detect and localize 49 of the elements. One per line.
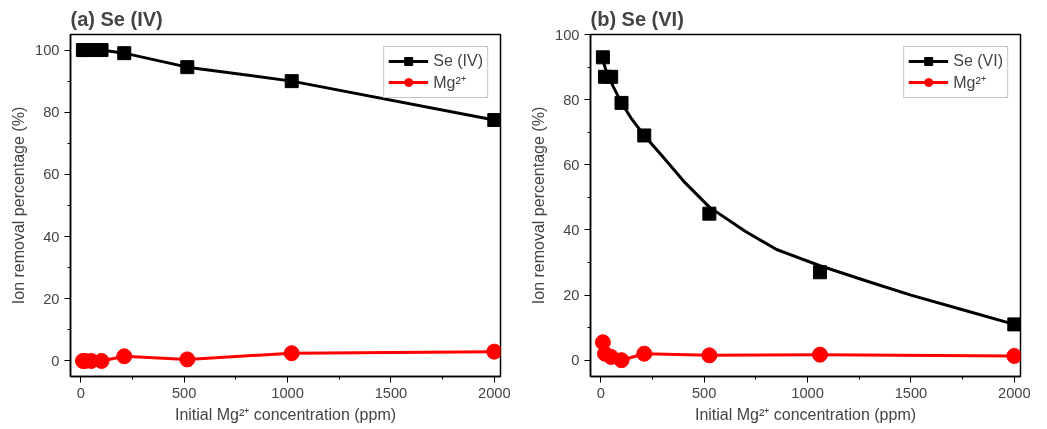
point <box>116 348 133 365</box>
y-tick-label: 40 <box>563 221 580 238</box>
point <box>486 343 501 360</box>
y-tick-label: 60 <box>43 166 60 183</box>
chart-title: (b) Se (VI) <box>590 7 684 30</box>
x-tick-label: 2000 <box>478 384 511 401</box>
point <box>613 352 630 369</box>
point <box>702 206 717 221</box>
chart-title: (a) Se (IV) <box>70 7 163 30</box>
x-tick-label: 500 <box>171 384 197 401</box>
y-tick-label: 20 <box>43 290 60 307</box>
x-tick-label: 500 <box>691 384 717 401</box>
y-tick-label: 100 <box>555 26 580 43</box>
point <box>283 345 300 362</box>
x-tick-label: 0 <box>76 384 85 401</box>
legend-label: Mg²⁺ <box>433 73 466 93</box>
point <box>487 113 501 127</box>
y-tick-label: 40 <box>43 228 60 245</box>
y-axis-title: Ion removal percentage (%) <box>530 106 548 305</box>
x-tick-label: 2000 <box>998 384 1031 401</box>
point <box>94 43 109 58</box>
x-tick-label: 1500 <box>374 384 408 401</box>
point <box>180 60 195 75</box>
x-tick-label: 1500 <box>894 384 928 401</box>
legend-label: Mg²⁺ <box>953 73 986 93</box>
point <box>1007 317 1021 332</box>
y-axis-title: Ion removal percentage (%) <box>10 106 28 305</box>
y-tick-label: 80 <box>563 91 580 108</box>
point <box>1006 347 1021 364</box>
point <box>701 347 718 364</box>
x-tick-label: 0 <box>596 384 605 401</box>
y-tick-label: 100 <box>35 42 60 59</box>
x-tick-label: 1000 <box>271 384 304 401</box>
legend-label: Se (IV) <box>433 52 483 70</box>
x-axis-title: Initial Mg²⁺ concentration (ppm) <box>694 405 917 423</box>
legend-label: Se (VI) <box>953 52 1003 70</box>
point <box>284 74 299 89</box>
point <box>811 346 828 363</box>
point <box>595 50 610 65</box>
x-axis-title: Initial Mg²⁺ concentration (ppm) <box>174 405 397 423</box>
y-tick-label: 0 <box>51 352 60 369</box>
y-tick-label: 80 <box>43 104 60 121</box>
x-tick-label: 1000 <box>791 384 824 401</box>
point <box>179 351 196 368</box>
point <box>117 46 132 61</box>
y-tick-label: 0 <box>571 352 580 369</box>
y-tick-label: 20 <box>563 287 580 304</box>
y-tick-label: 60 <box>563 156 580 173</box>
point <box>636 345 653 362</box>
